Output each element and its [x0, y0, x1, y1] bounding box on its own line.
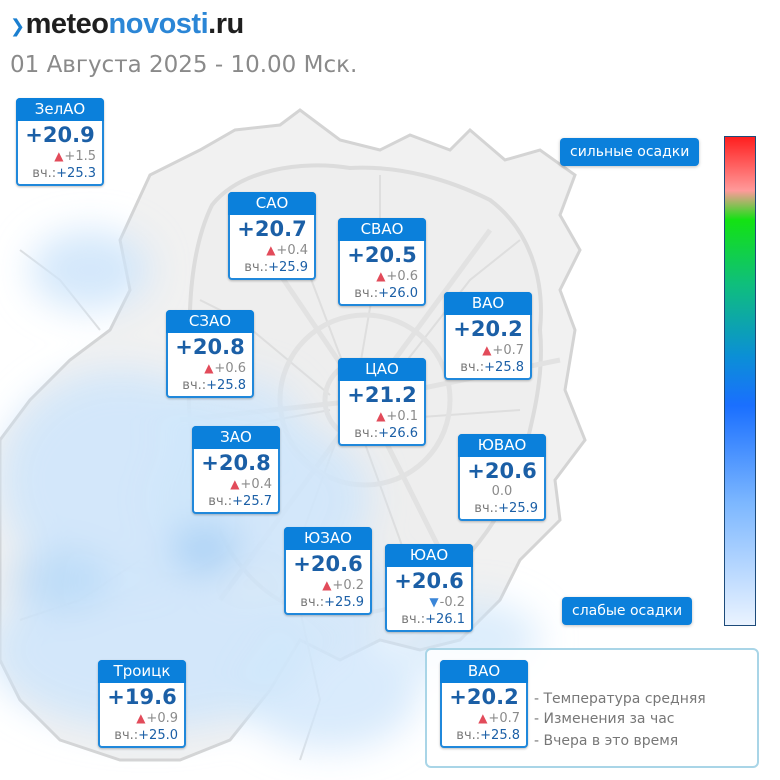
legend-item-hourly-change: - Изменения за час	[534, 711, 675, 727]
district-name: ЦАО	[338, 358, 426, 381]
legend-example-card: ВАО +20.2 ▲+0.7 вч.:+25.8	[440, 660, 528, 748]
logo-text-meteo: meteo	[25, 7, 109, 40]
trend-up-icon: ▲	[266, 243, 276, 257]
hourly-change: ▲+0.1	[376, 409, 418, 424]
trend-up-icon: ▲	[478, 711, 488, 725]
temperature-value: +20.2	[453, 317, 523, 341]
trend-up-icon: ▲	[54, 149, 64, 163]
yesterday-value: вч.:+25.0	[114, 728, 178, 743]
hourly-change: ▲+0.4	[266, 243, 308, 258]
yesterday-value: вч.:+26.1	[401, 612, 465, 627]
temperature-value: +20.7	[237, 217, 307, 241]
legend-item-yesterday: - Вчера в это время	[534, 733, 679, 749]
page-subtitle-date: 01 Августа 2025 - 10.00 Мск.	[10, 52, 358, 78]
temperature-value: +20.8	[201, 451, 271, 475]
trend-up-icon: ▲	[230, 477, 240, 491]
district-name: ВАО	[444, 292, 532, 315]
temperature-value: +20.5	[347, 243, 417, 267]
precipitation-scale-bar	[724, 136, 756, 626]
yesterday-value: вч.:+25.8	[182, 378, 246, 393]
district-card-yuzao[interactable]: ЮЗАО +20.6 ▲+0.2 вч.:+25.9	[284, 527, 372, 615]
hourly-change: ▲+0.9	[136, 711, 178, 726]
district-name: СЗАО	[166, 310, 254, 333]
yesterday-value: вч.:+25.3	[32, 166, 96, 181]
district-name: ЮВАО	[458, 434, 546, 457]
district-card-yuao[interactable]: ЮАО +20.6 ▼-0.2 вч.:+26.1	[385, 544, 473, 632]
hourly-change: 0.0	[491, 484, 513, 499]
district-name: САО	[228, 192, 316, 215]
district-card-zelao[interactable]: ЗелАО +20.9 ▲+1.5 вч.:+25.3	[16, 98, 104, 186]
trend-up-icon: ▲	[482, 343, 492, 357]
legend-item-average-temp: - Температура средняя	[534, 691, 706, 707]
yesterday-value: вч.:+25.9	[300, 595, 364, 610]
hourly-change: ▲+0.2	[322, 578, 364, 593]
temperature-value: +21.2	[347, 383, 417, 407]
district-name: ВАО	[440, 660, 528, 683]
district-card-troitsk[interactable]: Троицк +19.6 ▲+0.9 вч.:+25.0	[98, 660, 186, 748]
district-name: Троицк	[98, 660, 186, 683]
site-logo[interactable]: ❯ meteo novosti .ru	[10, 4, 244, 44]
hourly-change: ▲+0.6	[376, 269, 418, 284]
yesterday-value: вч.:+26.0	[354, 286, 418, 301]
yesterday-value: вч.:+25.8	[456, 728, 520, 743]
district-name: ЗАО	[192, 426, 280, 449]
hourly-change: ▲+1.5	[54, 149, 96, 164]
precipitation-scale-bottom-label: слабые осадки	[562, 597, 693, 625]
district-card-zao[interactable]: ЗАО +20.8 ▲+0.4 вч.:+25.7	[192, 426, 280, 514]
district-card-vao[interactable]: ВАО +20.2 ▲+0.7 вч.:+25.8	[444, 292, 532, 380]
yesterday-value: вч.:+25.8	[460, 360, 524, 375]
temperature-value: +20.2	[449, 685, 519, 709]
hourly-change: ▼-0.2	[429, 595, 465, 610]
logo-text-domain: .ru	[208, 7, 244, 40]
temperature-value: +20.6	[293, 552, 363, 576]
precipitation-scale-top-label: сильные осадки	[560, 138, 700, 166]
hourly-change: ▲+0.4	[230, 477, 272, 492]
trend-up-icon: ▲	[376, 409, 386, 423]
trend-up-icon: ▲	[376, 269, 386, 283]
yesterday-value: вч.:+25.7	[208, 494, 272, 509]
district-card-szao[interactable]: СЗАО +20.8 ▲+0.6 вч.:+25.8	[166, 310, 254, 398]
temperature-value: +20.6	[394, 569, 464, 593]
district-card-yuvao[interactable]: ЮВАО +20.6 0.0 вч.:+25.9	[458, 434, 546, 521]
district-name: ЮАО	[385, 544, 473, 567]
district-name: СВАО	[338, 218, 426, 241]
district-card-svao[interactable]: СВАО +20.5 ▲+0.6 вч.:+26.0	[338, 218, 426, 306]
hourly-change: ▲+0.7	[478, 711, 520, 726]
temperature-value: +20.8	[175, 335, 245, 359]
temperature-value: +19.6	[107, 685, 177, 709]
district-card-cao[interactable]: ЦАО +21.2 ▲+0.1 вч.:+26.6	[338, 358, 426, 446]
logo-arrow-icon: ❯	[10, 15, 25, 36]
hourly-change: ▲+0.7	[482, 343, 524, 358]
yesterday-value: вч.:+26.6	[354, 426, 418, 441]
logo-text-novosti: novosti	[108, 7, 209, 40]
trend-up-icon: ▲	[136, 711, 146, 725]
district-name: ЮЗАО	[284, 527, 372, 550]
district-card-sao[interactable]: САО +20.7 ▲+0.4 вч.:+25.9	[228, 192, 316, 280]
temperature-value: +20.6	[467, 459, 537, 483]
hourly-change: ▲+0.6	[204, 361, 246, 376]
trend-up-icon: ▲	[322, 578, 332, 592]
trend-down-icon: ▼	[429, 595, 439, 609]
yesterday-value: вч.:+25.9	[474, 501, 538, 516]
yesterday-value: вч.:+25.9	[244, 260, 308, 275]
temperature-value: +20.9	[25, 123, 95, 147]
district-name: ЗелАО	[16, 98, 104, 121]
trend-up-icon: ▲	[204, 361, 214, 375]
